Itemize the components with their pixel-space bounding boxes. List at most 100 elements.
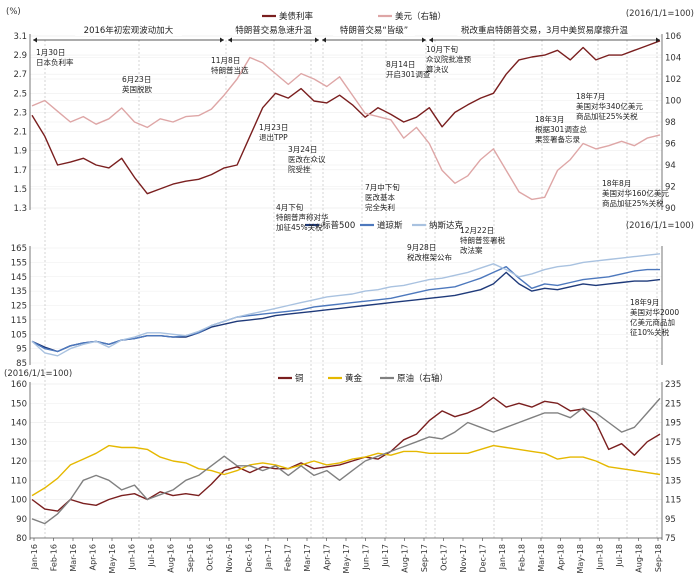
p1-tick-left-8: 1.5 bbox=[13, 185, 27, 195]
p1-series-0 bbox=[31, 40, 661, 195]
p1-tick-left-6: 1.9 bbox=[13, 147, 27, 157]
p3-tick-left-5: 110 bbox=[11, 476, 27, 486]
p3-tick-left-8: 80 bbox=[16, 534, 27, 544]
p1-tick-right-1: 104 bbox=[665, 54, 681, 64]
annotation-14-line-0: 18年9月 bbox=[630, 297, 659, 307]
p3-tick-left-2: 140 bbox=[11, 419, 27, 429]
p1-tick-right-2: 102 bbox=[665, 75, 681, 85]
p1-tick-left-9: 1.3 bbox=[13, 204, 27, 214]
annotation-12-line-2: 商品加征25%关税 bbox=[576, 111, 638, 121]
p2-series-1 bbox=[31, 266, 660, 353]
p1-tick-right-5: 96 bbox=[665, 140, 676, 150]
phase-label-2: 特朗普交易“皆级” bbox=[340, 25, 408, 36]
p2-tick-left-7: 95 bbox=[16, 345, 27, 355]
annotation-11-line-1: 根据301调查总 bbox=[535, 124, 587, 134]
annotation-1-line-1: 英国脱欧 bbox=[122, 84, 152, 94]
annotation-5-line-0: 4月下旬 bbox=[276, 202, 304, 212]
annotation-2-line-1: 特朗普当选 bbox=[211, 65, 249, 75]
annotation-14-line-2: 亿美元商品加 bbox=[630, 317, 675, 327]
p3-legend-label-0: 铜 bbox=[295, 373, 304, 384]
p3-tick-right-8: 75 bbox=[665, 534, 676, 544]
x-tick-29: Jun-18 bbox=[596, 544, 605, 571]
annotation-0-line-0: 1月30日 bbox=[36, 48, 65, 57]
annotation-3-line-0: 1月23日 bbox=[259, 123, 288, 132]
x-tick-5: Jun-16 bbox=[128, 544, 137, 571]
x-tick-12: Jan-17 bbox=[264, 544, 273, 570]
p1-tick-right-8: 90 bbox=[665, 204, 676, 214]
annotation-9-line-0: 10月下旬 bbox=[426, 44, 459, 54]
annotation-12-line-1: 美国对华340亿美元 bbox=[576, 101, 643, 111]
x-tick-32: Sep-18 bbox=[654, 544, 663, 572]
p2-legend-label-2: 纳斯达克 bbox=[429, 220, 464, 231]
p3-legend-label-2: 原油（右轴） bbox=[397, 373, 448, 384]
phase-label-3: 税改重启特朗普交易，3月中美贸易摩擦升温 bbox=[461, 25, 628, 36]
p3-legend-label-1: 黄金 bbox=[345, 373, 363, 384]
annotation-4-line-0: 3月24日 bbox=[288, 145, 317, 154]
p3-tick-left-4: 120 bbox=[11, 457, 27, 467]
p2-legend-label-0: 标普500 bbox=[322, 220, 355, 231]
x-tick-2: Mar-16 bbox=[69, 544, 78, 572]
p3-tick-left-6: 100 bbox=[11, 496, 27, 506]
x-tick-15: Apr-17 bbox=[323, 544, 332, 570]
x-tick-25: Feb-18 bbox=[518, 544, 527, 571]
annotation-10-line-2: 改法案 bbox=[460, 245, 483, 255]
annotation-11-line-2: 果签署备忘录 bbox=[535, 134, 580, 144]
p2-legend-label-1: 道琼斯 bbox=[377, 220, 403, 231]
p3-series-1 bbox=[31, 444, 661, 497]
p1-tick-right-0: 106 bbox=[665, 32, 681, 42]
annotation-9-line-1: 众议院批准预 bbox=[426, 54, 471, 64]
annotation-10-line-0: 12月22日 bbox=[460, 226, 494, 235]
p1-tick-right-7: 92 bbox=[665, 183, 676, 193]
p3-tick-right-4: 155 bbox=[665, 457, 681, 467]
x-tick-19: Aug-17 bbox=[401, 544, 410, 573]
annotation-4-line-1: 医改在众议 bbox=[288, 154, 326, 164]
phase-label-0: 2016年初宏观波动加大 bbox=[84, 25, 174, 36]
p2-tick-left-8: 85 bbox=[16, 359, 27, 369]
p3-tick-left-7: 90 bbox=[16, 515, 27, 525]
x-tick-1: Feb-16 bbox=[50, 544, 59, 571]
p1-tick-left-0: 3.1 bbox=[13, 32, 27, 42]
p1-left-unit: (%) bbox=[6, 7, 21, 17]
phase-label-1: 特朗普交易急速升温 bbox=[235, 25, 312, 36]
annotation-13-line-2: 商品加征25%关税 bbox=[602, 198, 664, 208]
annotation-12-line-0: 18年7月 bbox=[576, 91, 605, 101]
p1-tick-left-3: 2.5 bbox=[13, 89, 27, 99]
p1-tick-left-2: 2.7 bbox=[13, 70, 27, 80]
annotation-2-line-0: 11月8日 bbox=[211, 56, 240, 65]
x-tick-3: Apr-16 bbox=[89, 544, 98, 570]
annotation-3-line-1: 退出TPP bbox=[259, 132, 288, 142]
p3-tick-right-3: 175 bbox=[665, 438, 681, 448]
p2-tick-left-6: 105 bbox=[11, 330, 27, 340]
annotation-14-line-1: 美国对华2000 bbox=[630, 307, 679, 317]
x-tick-27: Apr-18 bbox=[557, 544, 566, 570]
p2-series-2 bbox=[31, 253, 661, 357]
annotation-7-line-0: 8月14日 bbox=[386, 60, 415, 69]
p3-tick-left-1: 150 bbox=[11, 399, 27, 409]
annotation-4-line-2: 院受挫 bbox=[288, 164, 311, 174]
p1-legend-label-0: 美债利率 bbox=[279, 11, 314, 22]
annotation-9-line-2: 算决议 bbox=[426, 64, 449, 74]
p2-tick-left-5: 115 bbox=[11, 316, 27, 326]
annotation-1-line-0: 6月23日 bbox=[122, 75, 151, 84]
x-tick-28: May-18 bbox=[576, 544, 585, 573]
p3-tick-right-0: 235 bbox=[665, 380, 681, 390]
x-tick-16: May-17 bbox=[342, 544, 351, 573]
p3-tick-right-7: 95 bbox=[665, 515, 676, 525]
p1-tick-left-7: 1.7 bbox=[13, 166, 27, 176]
x-tick-20: Sep-17 bbox=[420, 544, 429, 572]
p3-left-unit: (2016/1/1=100) bbox=[4, 369, 72, 379]
x-tick-4: May-16 bbox=[108, 544, 117, 573]
annotation-13-line-1: 美国对华160亿美元 bbox=[602, 188, 669, 198]
annotation-6-line-2: 完全失利 bbox=[365, 202, 395, 212]
p3-tick-left-0: 160 bbox=[11, 380, 27, 390]
p3-tick-right-1: 215 bbox=[665, 399, 681, 409]
x-tick-0: Jan-16 bbox=[30, 544, 39, 570]
p1-tick-left-1: 2.9 bbox=[13, 51, 27, 61]
annotation-5-line-1: 特朗普声称对华 bbox=[276, 212, 329, 222]
annotation-14-line-3: 征10%关税 bbox=[630, 327, 670, 337]
x-tick-30: Jul-18 bbox=[615, 544, 624, 568]
p3-tick-right-5: 135 bbox=[665, 476, 681, 486]
p1-series-1 bbox=[31, 56, 661, 201]
p3-tick-right-2: 195 bbox=[665, 419, 681, 429]
